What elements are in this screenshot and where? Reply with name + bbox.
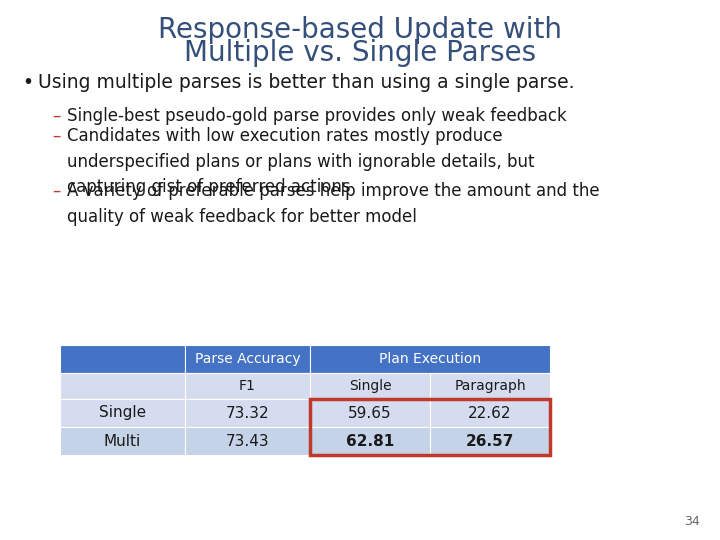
Bar [60, 345, 185, 373]
Bar [310, 399, 430, 427]
Bar [430, 427, 550, 455]
Text: 22.62: 22.62 [468, 406, 512, 421]
Text: –: – [52, 182, 60, 200]
Text: –: – [52, 107, 60, 125]
Text: Paragraph: Paragraph [454, 379, 526, 393]
Text: Single: Single [99, 406, 146, 421]
Text: F1: F1 [239, 379, 256, 393]
Text: 26.57: 26.57 [466, 434, 514, 449]
Bar [310, 399, 550, 455]
Text: 34: 34 [684, 515, 700, 528]
Bar [60, 399, 185, 427]
Bar [430, 373, 550, 399]
Text: Response-based Update with: Response-based Update with [158, 16, 562, 44]
Text: Using multiple parses is better than using a single parse.: Using multiple parses is better than usi… [38, 73, 575, 92]
Bar [185, 345, 310, 373]
Text: Single-best pseudo-gold parse provides only weak feedback: Single-best pseudo-gold parse provides o… [67, 107, 567, 125]
Text: •: • [22, 73, 33, 92]
Text: –: – [52, 127, 60, 145]
Text: Multiple vs. Single Parses: Multiple vs. Single Parses [184, 39, 536, 67]
Text: Single: Single [348, 379, 391, 393]
Text: Plan Execution: Plan Execution [379, 352, 481, 366]
Bar [310, 345, 550, 373]
Text: A variety of preferable parses help improve the amount and the
quality of weak f: A variety of preferable parses help impr… [67, 182, 600, 226]
Text: Candidates with low execution rates mostly produce
underspecified plans or plans: Candidates with low execution rates most… [67, 127, 534, 197]
Bar [310, 373, 430, 399]
Bar [60, 427, 185, 455]
Bar [310, 427, 430, 455]
Bar [185, 399, 310, 427]
Bar [60, 373, 185, 399]
Bar [430, 399, 550, 427]
Text: Parse Accuracy: Parse Accuracy [194, 352, 300, 366]
Text: 73.43: 73.43 [225, 434, 269, 449]
Text: Multi: Multi [104, 434, 141, 449]
Bar [185, 373, 310, 399]
Text: 59.65: 59.65 [348, 406, 392, 421]
Text: 73.32: 73.32 [225, 406, 269, 421]
Text: 62.81: 62.81 [346, 434, 394, 449]
Bar [185, 427, 310, 455]
